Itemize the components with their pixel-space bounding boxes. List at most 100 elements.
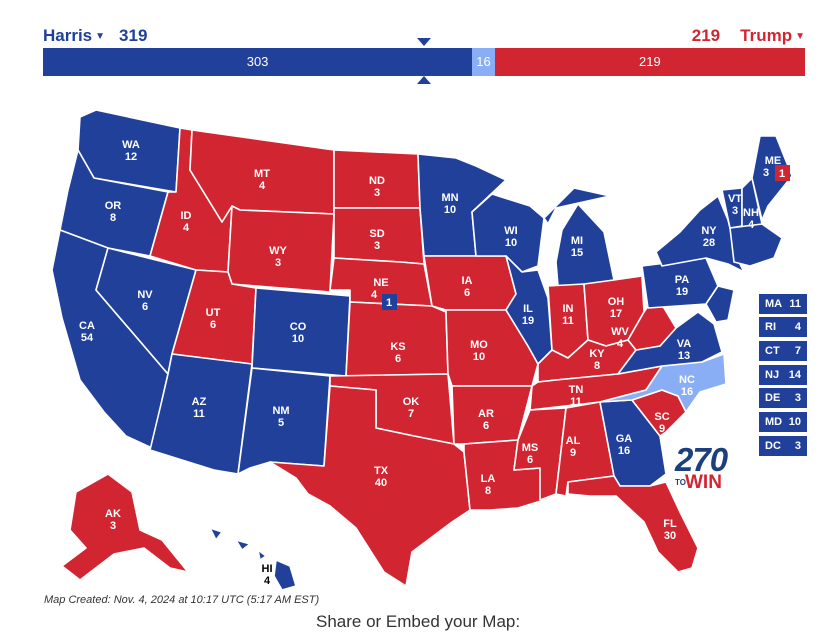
state-votes-nv: 6: [142, 301, 148, 313]
state-votes-oh: 17: [610, 308, 622, 320]
state-ak[interactable]: [61, 473, 189, 581]
small-state-abbr: DC: [765, 440, 781, 452]
state-hi[interactable]: [209, 527, 297, 591]
state-label-mi: MI: [571, 235, 583, 247]
state-wv[interactable]: [627, 299, 677, 351]
state-label-wy: WY: [269, 245, 287, 257]
small-state-votes: 3: [794, 392, 801, 404]
state-label-nm: NM: [272, 405, 289, 417]
small-state-abbr: MA: [765, 298, 783, 310]
small-state-box[interactable]: CT 7: [759, 341, 807, 361]
state-votes-fl: 30: [664, 530, 676, 542]
small-state-box[interactable]: DC 3: [759, 436, 807, 456]
small-state-box[interactable]: DE 3: [759, 388, 807, 408]
state-votes-pa: 19: [676, 286, 688, 298]
state-votes-mt: 4: [259, 180, 266, 192]
state-votes-ia: 6: [464, 287, 470, 299]
state-label-or: OR: [105, 200, 122, 212]
state-label-vt: VT: [728, 193, 742, 205]
state-me[interactable]: [751, 135, 793, 221]
state-or[interactable]: [59, 149, 169, 257]
state-votes-ks: 6: [395, 353, 401, 365]
state-votes-nh: 4: [748, 219, 755, 231]
state-label-fl: FL: [663, 518, 677, 530]
state-votes-ny: 28: [703, 237, 715, 249]
state-votes-tx: 40: [375, 477, 387, 489]
state-label-ia: IA: [462, 275, 473, 287]
state-votes-wi: 10: [505, 237, 517, 249]
state-label-oh: OH: [608, 296, 625, 308]
harris-candidate[interactable]: Harris ▼ 319: [43, 26, 147, 46]
chevron-down-icon[interactable]: ▼: [95, 31, 106, 42]
state-label-nc: NC: [679, 374, 695, 386]
state-label-ut: UT: [206, 307, 221, 319]
small-state-votes: 7: [794, 345, 801, 357]
state-votes-tn: 11: [570, 396, 582, 408]
small-states-northeast[interactable]: [705, 223, 783, 323]
state-label-la: LA: [481, 473, 496, 485]
state-votes-ky: 8: [594, 360, 600, 372]
state-votes-va: 13: [678, 350, 690, 362]
state-label-ok: OK: [403, 396, 420, 408]
electoral-vote-bar: 303 16 219: [43, 48, 805, 76]
state-label-id: ID: [181, 210, 192, 222]
state-label-sc: SC: [654, 411, 669, 423]
state-votes-wy: 3: [275, 257, 281, 269]
state-label-wv: WV: [611, 326, 629, 338]
small-state-box[interactable]: MA 11: [759, 294, 807, 314]
share-heading: Share or Embed your Map:: [316, 612, 521, 631]
state-votes-ak: 3: [110, 520, 116, 532]
trump-vote-total: 219: [691, 26, 721, 45]
state-label-nv: NV: [137, 289, 153, 301]
small-state-abbr: CT: [765, 345, 780, 357]
state-label-ga: GA: [616, 433, 633, 445]
nebraska-district-box[interactable]: [382, 294, 397, 310]
state-votes-al: 9: [570, 447, 576, 459]
state-label-sd: SD: [369, 228, 384, 240]
gop-bar-segment: 219: [494, 48, 805, 76]
state-label-nd: ND: [369, 175, 385, 187]
state-label-in: IN: [563, 303, 574, 315]
chevron-down-icon[interactable]: ▼: [795, 31, 805, 42]
state-votes-vt: 3: [732, 205, 738, 217]
state-label-mo: MO: [470, 339, 488, 351]
state-label-ar: AR: [478, 408, 494, 420]
small-state-votes: 11: [789, 298, 801, 310]
state-votes-ok: 7: [408, 408, 414, 420]
small-state-votes: 4: [794, 321, 801, 333]
small-state-box[interactable]: MD 10: [759, 412, 807, 432]
trump-name[interactable]: Trump: [740, 26, 793, 45]
logo-to: TO: [675, 478, 686, 487]
state-votes-wa: 12: [125, 151, 137, 163]
state-votes-or: 8: [110, 212, 116, 224]
state-label-va: VA: [677, 338, 692, 350]
small-state-box[interactable]: NJ 14: [759, 365, 807, 385]
state-votes-co: 10: [292, 333, 304, 345]
270towin-logo[interactable]: 270 TO WIN: [675, 443, 728, 493]
state-wi[interactable]: [471, 193, 545, 273]
state-labels: WA12OR8CA54NV6ID4MT4WY3UT6AZ11CO10NM5ND3…: [79, 139, 781, 587]
state-fl[interactable]: [567, 475, 699, 573]
trump-candidate[interactable]: 219 Trump ▼: [692, 26, 805, 46]
state-votes-ms: 6: [527, 454, 533, 466]
state-votes-mn: 10: [444, 204, 456, 216]
harris-name[interactable]: Harris: [43, 26, 93, 45]
state-votes-ut: 6: [210, 319, 216, 331]
state-votes-il: 19: [522, 315, 534, 327]
state-votes-az: 11: [193, 408, 205, 420]
map-created-timestamp: Map Created: Nov. 4, 2024 at 10:17 UTC (…: [44, 594, 320, 606]
maine-district-box[interactable]: [775, 165, 790, 181]
small-state-abbr: DE: [765, 392, 781, 404]
state-label-ny: NY: [701, 225, 717, 237]
state-votes-nc: 16: [681, 386, 693, 398]
small-state-box[interactable]: RI 4: [759, 317, 807, 337]
state-label-hi: HI: [262, 563, 273, 575]
small-state-votes: 14: [788, 369, 801, 381]
state-votes-nd: 3: [374, 187, 380, 199]
nebraska-district-votes: 1: [386, 297, 392, 309]
state-votes-wv: 4: [617, 338, 624, 350]
state-tx[interactable]: [269, 385, 471, 587]
state-label-ky: KY: [589, 348, 605, 360]
state-votes-ne: 4: [371, 289, 378, 301]
